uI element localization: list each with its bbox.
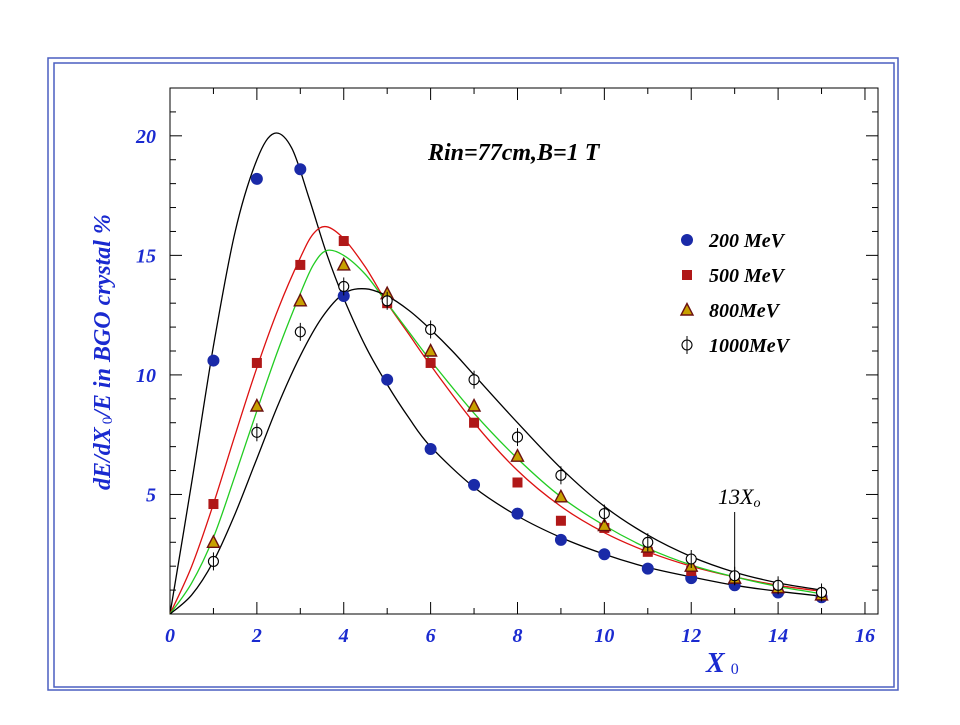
fit-curve	[169, 288, 822, 615]
data-point	[423, 342, 438, 357]
data-point	[295, 259, 306, 270]
marker-label: 13Xo	[718, 484, 760, 511]
data-point	[249, 397, 265, 412]
x-tick-label: 16	[855, 625, 875, 647]
data-point	[424, 443, 437, 456]
x-tick-label: 2	[251, 625, 262, 647]
data-point	[641, 562, 654, 575]
data-point	[338, 236, 349, 247]
x-tick-labels: 0 2 4 6 8 10 12 14 16	[165, 625, 875, 647]
y-tick-label: 20	[135, 126, 156, 148]
data-point	[207, 354, 220, 367]
y-tick-label: 10	[136, 365, 156, 387]
data-point	[468, 478, 481, 491]
data-point	[555, 515, 566, 526]
data-point	[598, 504, 610, 523]
chart-annotation: Rin=77cm,B=1 T	[427, 140, 601, 166]
x-tick-label: 14	[768, 625, 788, 647]
data-point	[425, 320, 437, 339]
data-point	[685, 550, 697, 569]
axis-ticks	[169, 88, 878, 614]
legend-marker	[682, 270, 692, 280]
data-point	[554, 533, 567, 546]
data-point	[512, 477, 523, 488]
data-point	[598, 548, 611, 561]
y-axis-title: dE/dX0/E in BGO crystal %	[90, 214, 116, 490]
data-point	[466, 397, 482, 412]
fit-curves	[169, 132, 822, 615]
x-tick-label: 4	[338, 625, 349, 647]
data-point	[208, 499, 219, 510]
data-point	[381, 291, 393, 310]
data-point	[425, 357, 436, 368]
data-point	[338, 277, 350, 296]
data-point	[555, 466, 567, 485]
x-tick-label: 6	[426, 625, 436, 647]
data-point	[511, 507, 524, 520]
data-point	[772, 576, 784, 595]
legend-marker	[681, 336, 693, 354]
data-point	[381, 373, 394, 386]
data-point	[294, 322, 306, 341]
data-point	[510, 448, 525, 462]
slide-frame-inner	[53, 62, 895, 688]
y-tick-label: 15	[136, 245, 156, 267]
data-point	[511, 428, 524, 447]
legend-marker	[681, 234, 693, 246]
data-point	[207, 552, 219, 571]
data-point	[206, 534, 221, 548]
data-point	[250, 172, 263, 185]
data-point	[251, 423, 263, 442]
legend-label: 500 MeV	[709, 265, 786, 287]
x-tick-label: 0	[165, 625, 175, 647]
fit-curve	[169, 132, 822, 615]
data-point	[336, 256, 351, 271]
legend-label: 1000MeV	[709, 335, 791, 357]
x-tick-label: 10	[594, 625, 614, 647]
legend-marker	[679, 301, 695, 316]
data-point	[294, 163, 307, 176]
y-tick-labels: 5 10 15 20	[135, 126, 156, 507]
data-point	[251, 357, 262, 368]
slide-frame-outer	[47, 57, 899, 691]
data-point	[815, 583, 828, 602]
data-point	[468, 370, 480, 389]
data-point	[642, 533, 654, 552]
y-tick-label: 5	[146, 484, 156, 506]
legend: 200 MeV 500 MeV 800MeV 1000MeV	[679, 230, 791, 357]
data-point	[553, 488, 569, 503]
legend-label: 800MeV	[709, 300, 781, 322]
legend-label: 200 MeV	[708, 230, 786, 252]
data-point	[597, 517, 612, 532]
data-point	[469, 417, 480, 428]
x-tick-label: 12	[681, 625, 701, 647]
x-tick-label: 8	[512, 625, 522, 647]
data-point	[293, 292, 308, 307]
